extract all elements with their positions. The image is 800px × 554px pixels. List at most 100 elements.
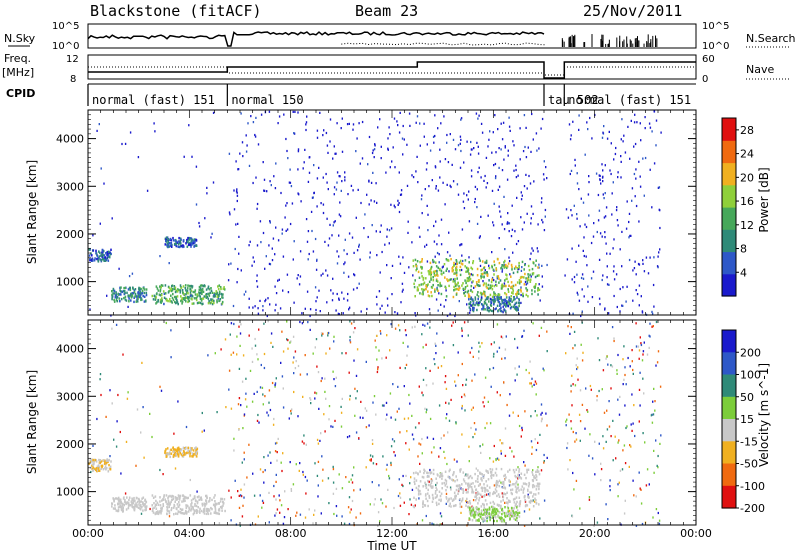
scatter-point bbox=[262, 161, 264, 164]
echo-point bbox=[198, 498, 200, 501]
scatter-point bbox=[427, 213, 429, 216]
echo-point bbox=[180, 242, 182, 245]
scatter-point bbox=[486, 517, 488, 520]
scatter-point bbox=[443, 305, 445, 308]
scatter-point bbox=[518, 365, 520, 368]
scatter-point bbox=[605, 440, 607, 443]
echo-point bbox=[502, 492, 505, 495]
echo-point bbox=[155, 302, 157, 305]
scatter-point bbox=[478, 350, 480, 353]
echo-point bbox=[490, 513, 492, 516]
colorbar-tick-label: 28 bbox=[740, 124, 754, 137]
scatter-point bbox=[365, 466, 367, 469]
scatter-point bbox=[636, 121, 638, 124]
echo-point bbox=[221, 505, 223, 508]
echo-point bbox=[462, 287, 465, 291]
echo-point bbox=[430, 278, 432, 281]
scatter-point bbox=[238, 235, 240, 238]
scatter-point bbox=[322, 203, 325, 206]
scatter-point bbox=[263, 189, 266, 192]
echo-point bbox=[185, 506, 188, 510]
echo-point bbox=[531, 289, 533, 292]
scatter-point bbox=[438, 261, 440, 264]
echo-point bbox=[456, 478, 459, 482]
echo-point bbox=[466, 497, 468, 501]
echo-point bbox=[532, 473, 534, 476]
scatter-point bbox=[619, 248, 621, 251]
scatter-point bbox=[259, 299, 261, 302]
scatter-point bbox=[159, 385, 161, 388]
echo-point bbox=[495, 483, 497, 487]
scatter-point bbox=[254, 337, 256, 341]
scatter-point bbox=[424, 188, 426, 191]
echo-point bbox=[140, 297, 142, 300]
scatter-point bbox=[489, 130, 491, 133]
echo-point bbox=[468, 278, 471, 281]
echo-point bbox=[467, 491, 469, 494]
scatter-point bbox=[590, 277, 593, 280]
echo-point bbox=[114, 504, 116, 507]
scatter-point bbox=[308, 252, 310, 256]
echo-point bbox=[174, 500, 176, 503]
echo-point bbox=[119, 504, 122, 507]
scatter-point bbox=[307, 230, 310, 233]
scatter-point bbox=[394, 327, 397, 330]
scatter-point bbox=[330, 425, 332, 428]
echo-point bbox=[221, 300, 224, 304]
scatter-point bbox=[638, 284, 641, 287]
scatter-point bbox=[616, 219, 619, 222]
echo-point bbox=[516, 292, 518, 295]
scatter-point bbox=[624, 499, 626, 502]
echo-point bbox=[505, 296, 508, 299]
echo-point bbox=[468, 500, 471, 503]
echo-point bbox=[203, 509, 206, 513]
scatter-point bbox=[442, 181, 444, 184]
scatter-point bbox=[635, 273, 637, 276]
scatter-point bbox=[429, 468, 431, 472]
echo-point bbox=[471, 298, 474, 301]
echo-point bbox=[166, 505, 168, 509]
scatter-point bbox=[445, 299, 447, 302]
echo-point bbox=[454, 277, 456, 281]
echo-point bbox=[482, 517, 484, 520]
echo-point bbox=[136, 298, 138, 301]
echo-point bbox=[119, 498, 122, 501]
scatter-point bbox=[496, 323, 499, 326]
scatter-point bbox=[545, 166, 547, 169]
echo-point bbox=[507, 290, 510, 293]
echo-point bbox=[186, 287, 189, 290]
echo-point bbox=[432, 497, 435, 501]
scatter-point bbox=[631, 393, 633, 396]
scatter-point bbox=[601, 163, 603, 166]
echo-point bbox=[492, 491, 495, 495]
scatter-point bbox=[478, 341, 480, 344]
scatter-point bbox=[236, 335, 238, 338]
echo-point bbox=[527, 485, 530, 488]
scatter-point bbox=[236, 353, 238, 356]
echo-point bbox=[141, 298, 143, 301]
scatter-point bbox=[523, 510, 526, 513]
echo-point bbox=[446, 267, 448, 270]
echo-point bbox=[527, 468, 530, 471]
echo-point bbox=[99, 251, 101, 255]
echo-point bbox=[518, 264, 520, 268]
scatter-point bbox=[477, 152, 480, 155]
echo-point bbox=[489, 513, 491, 516]
scatter-point bbox=[256, 207, 258, 210]
scatter-point bbox=[546, 263, 548, 267]
echo-point bbox=[88, 248, 91, 251]
scatter-point bbox=[574, 440, 576, 443]
scatter-point bbox=[638, 349, 641, 352]
echo-point bbox=[537, 289, 539, 292]
echo-point bbox=[508, 515, 511, 518]
echo-point bbox=[94, 458, 97, 462]
scatter-point bbox=[239, 152, 241, 155]
scatter-point bbox=[583, 236, 585, 239]
scatter-point bbox=[402, 341, 404, 344]
scatter-point bbox=[369, 251, 371, 254]
echo-point bbox=[160, 300, 163, 303]
scatter-point bbox=[622, 140, 624, 143]
scatter-point bbox=[379, 520, 381, 523]
velocity-plot-area bbox=[88, 320, 696, 525]
echo-point bbox=[122, 510, 124, 513]
